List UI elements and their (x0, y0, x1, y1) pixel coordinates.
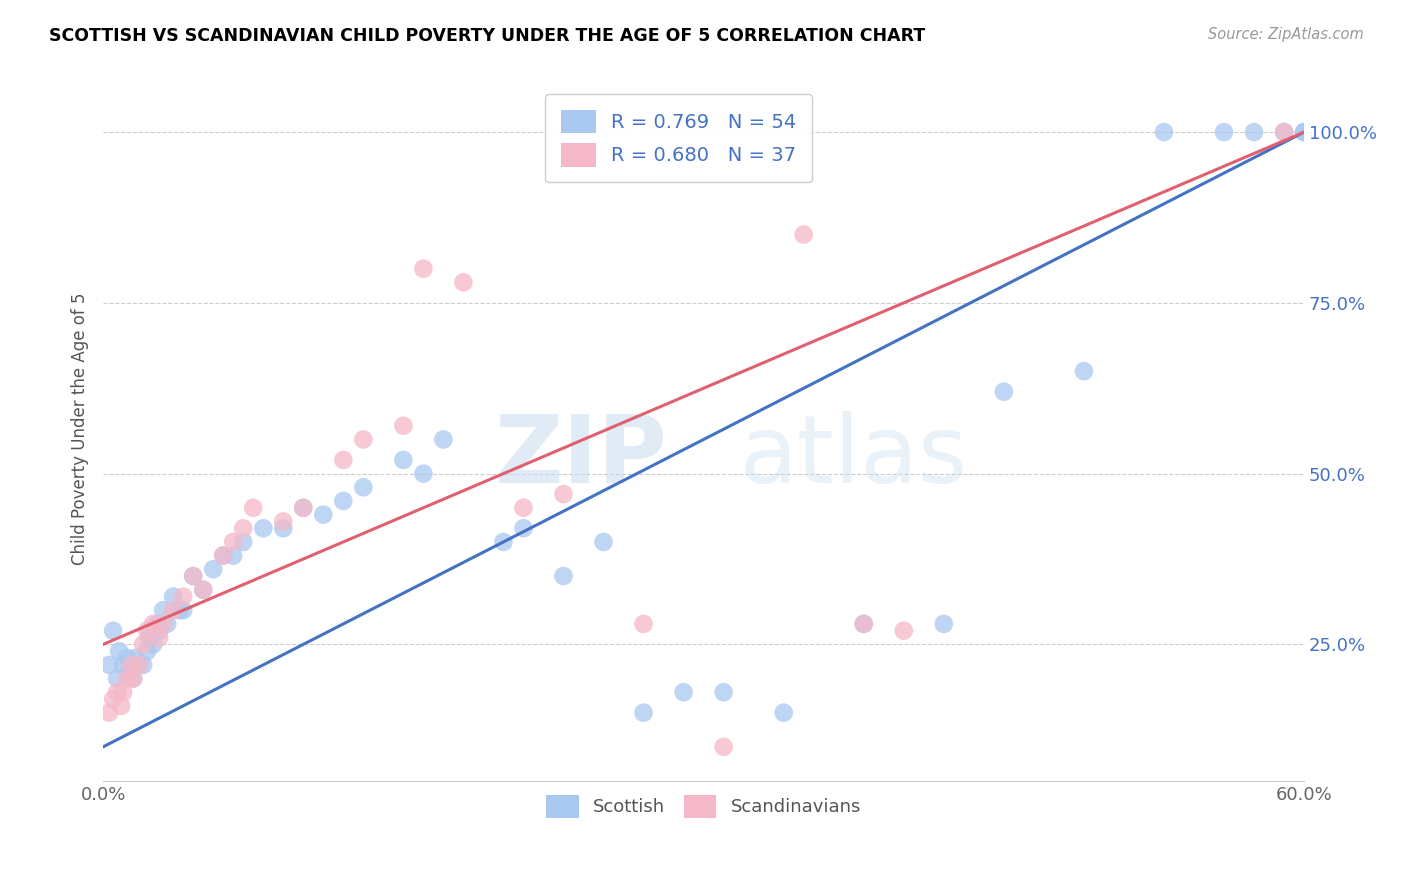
Point (432, 433, 454, 447)
Point (115, 651, 138, 665)
Point (120, 657, 142, 672)
Point (453, 276, 475, 290)
Point (271, 521, 294, 535)
Point (193, 582, 215, 597)
Point (172, 603, 194, 617)
Point (98, 706, 121, 720)
Point (492, 535, 515, 549)
Y-axis label: Child Poverty Under the Age of 5: Child Poverty Under the Age of 5 (72, 293, 89, 566)
Point (122, 672, 145, 686)
Point (212, 549, 235, 563)
Point (142, 616, 165, 631)
Point (112, 657, 135, 672)
Point (128, 657, 150, 672)
Point (105, 685, 128, 699)
Point (122, 672, 145, 686)
Point (271, 515, 294, 529)
Point (242, 500, 264, 515)
Legend: Scottish, Scandinavians: Scottish, Scandinavians (538, 789, 868, 825)
Point (993, 384, 1015, 399)
Point (152, 616, 174, 631)
Point (713, 739, 735, 754)
Point (148, 624, 170, 638)
Point (772, 706, 794, 720)
Point (1243, 125, 1265, 139)
Point (633, 706, 655, 720)
Point (1272, 125, 1295, 139)
Point (512, 500, 534, 515)
Point (592, 535, 614, 549)
Point (172, 590, 194, 604)
Point (132, 657, 155, 672)
Point (105, 672, 128, 686)
Point (181, 569, 204, 583)
Point (222, 549, 245, 563)
Point (793, 227, 815, 242)
Text: Source: ZipAtlas.com: Source: ZipAtlas.com (1208, 27, 1364, 42)
Point (101, 624, 124, 638)
Point (148, 631, 170, 645)
Point (202, 562, 225, 576)
Text: SCOTTISH VS SCANDINAVIAN CHILD POVERTY UNDER THE AGE OF 5 CORRELATION CHART: SCOTTISH VS SCANDINAVIAN CHILD POVERTY U… (49, 27, 925, 45)
Point (1153, 125, 1175, 139)
Point (167, 603, 190, 617)
Point (1073, 364, 1095, 378)
Point (232, 535, 254, 549)
Point (352, 480, 374, 494)
Point (142, 637, 165, 651)
Point (156, 616, 179, 631)
Point (118, 665, 141, 679)
Point (932, 616, 955, 631)
Point (136, 624, 159, 638)
Point (672, 685, 695, 699)
Point (512, 521, 534, 535)
Point (146, 616, 169, 631)
Point (852, 616, 875, 631)
Point (412, 467, 434, 481)
Point (98, 657, 121, 672)
Point (412, 261, 434, 276)
Point (352, 433, 374, 447)
Point (312, 508, 335, 522)
Point (138, 631, 160, 645)
Point (852, 616, 875, 631)
Point (162, 603, 184, 617)
Point (392, 453, 415, 467)
Point (1272, 125, 1295, 139)
Text: ZIP: ZIP (495, 411, 668, 503)
Point (110, 698, 132, 713)
Point (136, 644, 159, 658)
Point (1294, 125, 1316, 139)
Point (332, 453, 354, 467)
Point (108, 644, 131, 658)
Point (292, 500, 315, 515)
Point (128, 657, 150, 672)
Point (232, 521, 254, 535)
Point (1294, 125, 1316, 139)
Point (162, 590, 184, 604)
Point (181, 569, 204, 583)
Point (553, 487, 575, 501)
Text: atlas: atlas (740, 411, 967, 503)
Point (1213, 125, 1236, 139)
Point (713, 685, 735, 699)
Point (893, 624, 915, 638)
Point (101, 692, 124, 706)
Point (332, 494, 354, 508)
Point (152, 603, 174, 617)
Point (132, 637, 155, 651)
Point (115, 672, 138, 686)
Point (553, 569, 575, 583)
Point (212, 549, 235, 563)
Point (292, 500, 315, 515)
Point (392, 418, 415, 433)
Point (633, 616, 655, 631)
Point (252, 521, 274, 535)
Point (222, 535, 245, 549)
Point (193, 582, 215, 597)
Point (112, 685, 135, 699)
Point (124, 651, 146, 665)
